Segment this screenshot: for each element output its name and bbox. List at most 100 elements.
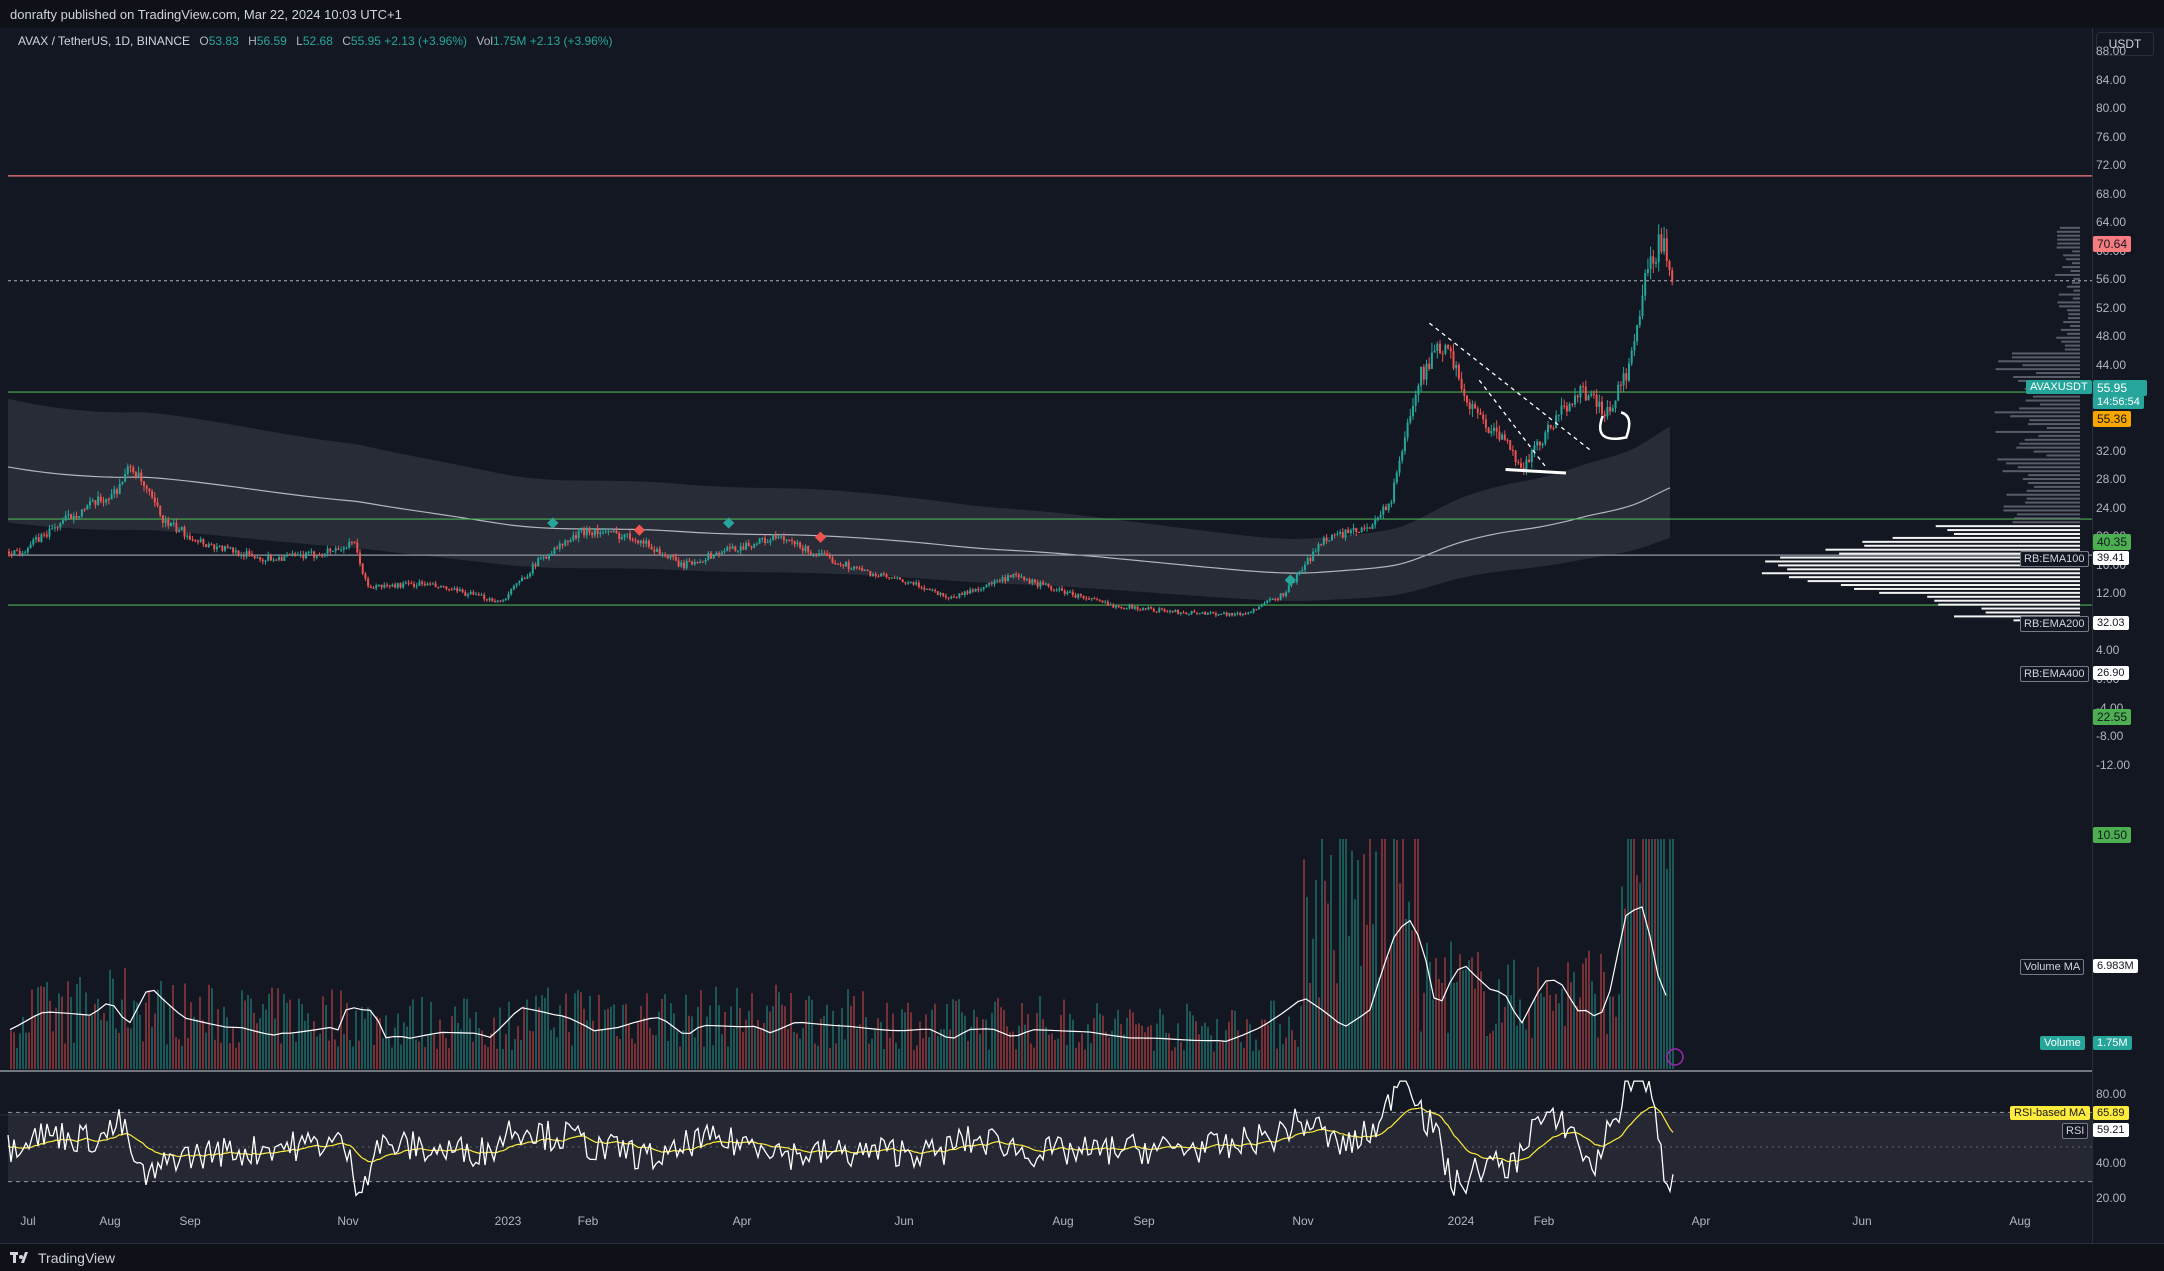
volume-bar — [1582, 963, 1584, 1069]
symbol-legend: AVAX / TetherUS, 1D, BINANCE O53.83 H56.… — [18, 34, 612, 48]
candle — [337, 545, 340, 551]
volume-bar — [109, 969, 111, 1069]
volume-bar — [1000, 1007, 1002, 1069]
candle — [1595, 389, 1598, 415]
profile-bar — [1935, 525, 2080, 528]
volume-bar — [997, 998, 999, 1069]
currency-button[interactable]: USDT — [2096, 32, 2154, 56]
candle — [458, 587, 461, 592]
price-tick: 48.00 — [2096, 329, 2127, 344]
volume-bar — [1420, 1031, 1422, 1069]
candle — [904, 581, 907, 586]
candle — [593, 528, 596, 538]
candle — [445, 586, 448, 591]
chart-canvas[interactable] — [0, 28, 2092, 1243]
profile-bar — [2060, 328, 2080, 331]
volume-bar — [1444, 957, 1446, 1069]
candle — [1201, 611, 1204, 614]
volume-bar — [1498, 979, 1500, 1069]
profile-bar — [2073, 289, 2080, 292]
candle — [526, 573, 529, 580]
volume-bar — [163, 998, 165, 1069]
candle — [380, 584, 383, 590]
candle — [1004, 574, 1007, 584]
time-tick: Nov — [1292, 1214, 1314, 1228]
profile-bar — [2072, 297, 2080, 300]
volume-bar — [415, 1039, 417, 1069]
candle — [523, 576, 526, 580]
volume-bar — [676, 1031, 678, 1069]
candle — [704, 557, 707, 565]
candle — [502, 598, 505, 603]
candle — [1336, 530, 1339, 537]
candle — [545, 556, 548, 560]
horizontal-levels — [8, 175, 2092, 606]
candle — [1617, 381, 1620, 402]
candle — [885, 573, 888, 579]
volume-bar — [184, 983, 186, 1069]
profile-bar — [1947, 529, 2080, 532]
profile-bar — [2025, 501, 2080, 504]
volume-bar — [394, 1027, 396, 1069]
candle — [575, 531, 577, 541]
volume-bar — [1363, 854, 1365, 1069]
profile-bar — [2017, 466, 2080, 469]
volume-bar — [1381, 839, 1383, 1069]
candle — [1468, 399, 1471, 415]
candle — [143, 480, 145, 492]
volume-bar — [304, 1020, 306, 1069]
candle — [610, 530, 613, 533]
candle — [1193, 609, 1196, 613]
candle — [318, 552, 321, 557]
candle — [251, 550, 253, 557]
candle — [847, 559, 850, 573]
volume-bar — [256, 1023, 258, 1069]
volume-bar — [1057, 1038, 1059, 1069]
volume-bar — [1342, 839, 1344, 1069]
volume-bar — [1462, 970, 1464, 1069]
candle — [1528, 454, 1531, 464]
volume-bar — [832, 1010, 834, 1069]
volume-bar — [796, 1033, 798, 1069]
volume-bar — [847, 989, 849, 1069]
volume-bar — [1414, 839, 1416, 1069]
volume-bar — [340, 990, 342, 1069]
candle — [1034, 579, 1036, 585]
candle — [1339, 529, 1342, 537]
candle — [1150, 606, 1153, 610]
legend-close-label: C — [342, 34, 351, 48]
volume-bar — [697, 1006, 699, 1069]
volume-bar — [31, 989, 33, 1069]
volume-bar — [52, 1031, 54, 1069]
price-tick: 64.00 — [2096, 215, 2127, 230]
candle — [1360, 526, 1363, 533]
candle — [950, 595, 953, 600]
candle — [280, 554, 283, 562]
candle — [596, 524, 599, 539]
profile-bar — [1995, 368, 2080, 371]
volume-bar — [1021, 1003, 1023, 1069]
volume-bar — [1006, 1026, 1008, 1069]
volume-bar — [133, 1000, 135, 1069]
volume-bar — [496, 1048, 498, 1069]
candle — [197, 539, 199, 545]
candle — [1506, 438, 1509, 444]
candle — [712, 554, 715, 559]
candle — [118, 478, 121, 495]
volume-bar — [1450, 941, 1452, 1069]
candle — [661, 551, 664, 558]
profile-bar — [2063, 321, 2080, 324]
volume-bar — [517, 1026, 519, 1069]
volume-bar — [592, 1020, 594, 1069]
volume-bar — [970, 1026, 972, 1069]
tradingview-logo[interactable]: TradingView — [10, 1250, 115, 1266]
candle — [882, 571, 885, 577]
candle — [1217, 613, 1220, 616]
candle — [1263, 601, 1266, 606]
volume-bar — [148, 990, 150, 1069]
volume-bar — [202, 1020, 204, 1069]
volume-bar — [1183, 1050, 1185, 1069]
volume-bar — [499, 1007, 501, 1069]
candle — [699, 559, 702, 564]
volume-bar — [772, 1006, 774, 1069]
